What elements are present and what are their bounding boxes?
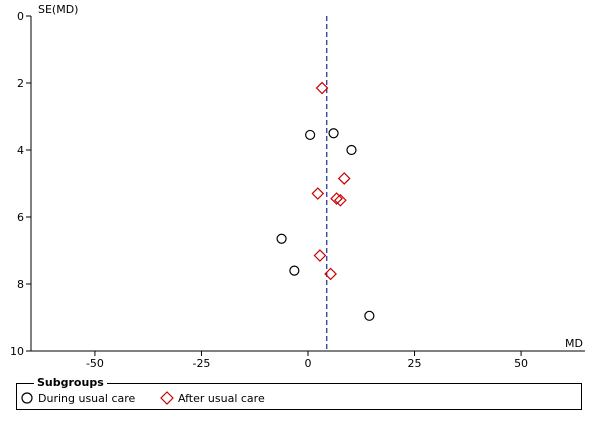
data-point-after-usual-care [313, 249, 327, 262]
legend-item-during-usual-care: During usual care [20, 391, 135, 405]
x-tick-label: 50 [514, 357, 528, 370]
x-tick-label: 0 [305, 357, 312, 370]
legend-label-during-usual-care: During usual care [38, 391, 136, 405]
data-point-during-usual-care [276, 233, 287, 244]
legend-label-after-usual-care: After usual care [178, 391, 265, 405]
legend-title: Subgroups [34, 376, 107, 389]
legend-box [16, 383, 582, 410]
data-point-after-usual-care [311, 187, 325, 200]
data-point-after-usual-care [337, 172, 351, 185]
data-point-after-usual-care [330, 192, 343, 205]
data-point-during-usual-care [346, 144, 357, 156]
data-point-during-usual-care [364, 310, 375, 321]
y-tick-label: 4 [17, 144, 24, 157]
diamond-marker-icon [160, 391, 174, 405]
x-axis-title: MD [565, 337, 583, 350]
legend-item-after-usual-care: After usual care [160, 391, 265, 405]
x-tick-label: 25 [408, 357, 422, 370]
y-axis-title: SE(MD) [38, 3, 78, 16]
data-point-during-usual-care [305, 129, 316, 141]
axes-layer: 0 2 4 6 8 10 -50 -25 0 25 50 [10, 10, 585, 370]
data-point-after-usual-care [324, 267, 337, 281]
y-tick-label: 2 [17, 77, 24, 90]
y-tick-label: 0 [17, 10, 24, 23]
marks-layer [276, 16, 375, 351]
data-point-during-usual-care [289, 265, 300, 276]
data-point-after-usual-care [315, 81, 329, 95]
data-point-after-usual-care [334, 193, 347, 207]
x-tick-label: -25 [192, 357, 210, 370]
y-tick-label: 6 [17, 211, 24, 224]
y-tick-label: 8 [17, 278, 24, 291]
circle-marker-icon [21, 392, 33, 404]
y-tick-label: 10 [10, 345, 24, 358]
data-point-during-usual-care [328, 128, 339, 139]
x-tick-label: -50 [86, 357, 104, 370]
